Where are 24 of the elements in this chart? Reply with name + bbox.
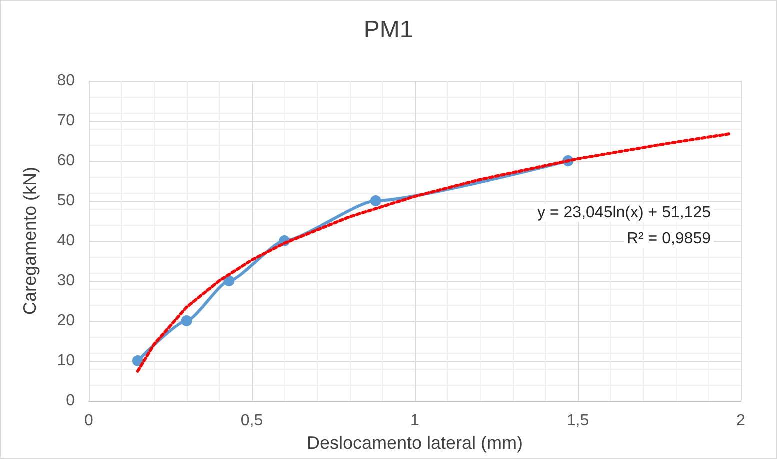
chart-title: PM1	[364, 16, 414, 44]
y-tick-label: 20	[57, 312, 76, 330]
y-tick-label: 80	[57, 72, 76, 90]
y-tick-label: 0	[66, 392, 76, 410]
y-tick-label: 70	[57, 112, 76, 130]
y-axis-title: Caregamento (kN)	[20, 166, 40, 316]
y-tick-label: 50	[57, 192, 76, 210]
point	[181, 316, 192, 326]
x-tick-label: 2	[736, 412, 746, 430]
y-tick-label: 10	[57, 352, 76, 370]
annotation: y = 23,045ln(x) + 51,125	[538, 204, 712, 222]
annotation: R² = 0,9859	[626, 230, 712, 248]
point	[370, 196, 382, 206]
x-tick-label: 0,5	[240, 412, 264, 430]
y-tick-label: 30	[57, 272, 76, 290]
point	[224, 276, 235, 286]
x-tick-label: 1	[410, 412, 420, 430]
y-tick-label: 40	[57, 232, 76, 250]
point	[132, 356, 144, 366]
y-tick-label: 60	[57, 152, 76, 170]
x-tick-label: 0	[84, 412, 94, 430]
line-series	[136, 132, 733, 373]
x-axis-title: Deslocamento lateral (mm)	[306, 432, 524, 453]
x-tick-label: 1,5	[566, 412, 590, 430]
